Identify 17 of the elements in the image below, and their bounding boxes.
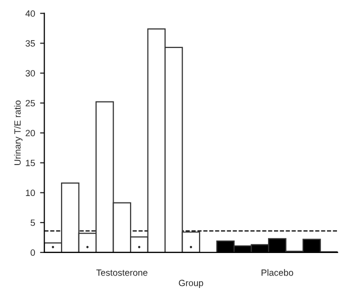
y-tick-label: 40 [25, 10, 35, 17]
y-tick-label: 35 [26, 40, 35, 47]
data-label: • [138, 246, 140, 248]
y-axis-title: Urinary T/E ratio [14, 100, 22, 165]
y-tick-label: 15 [26, 160, 35, 166]
y-tick-label: 5 [30, 220, 35, 226]
data-label: • [52, 246, 54, 248]
y-tick-label: 25 [26, 100, 35, 106]
series-label: Testosterone [96, 270, 148, 276]
y-tick-label: 30 [26, 70, 35, 76]
y-tick-label: 10 [26, 190, 35, 196]
y-tick-label: 20 [26, 130, 35, 136]
data-label: • [190, 246, 192, 248]
y-tick-label: 0 [30, 249, 35, 256]
data-label: • [86, 246, 89, 248]
series-label: Placebo [262, 269, 294, 276]
x-axis-title: Group [178, 280, 204, 288]
